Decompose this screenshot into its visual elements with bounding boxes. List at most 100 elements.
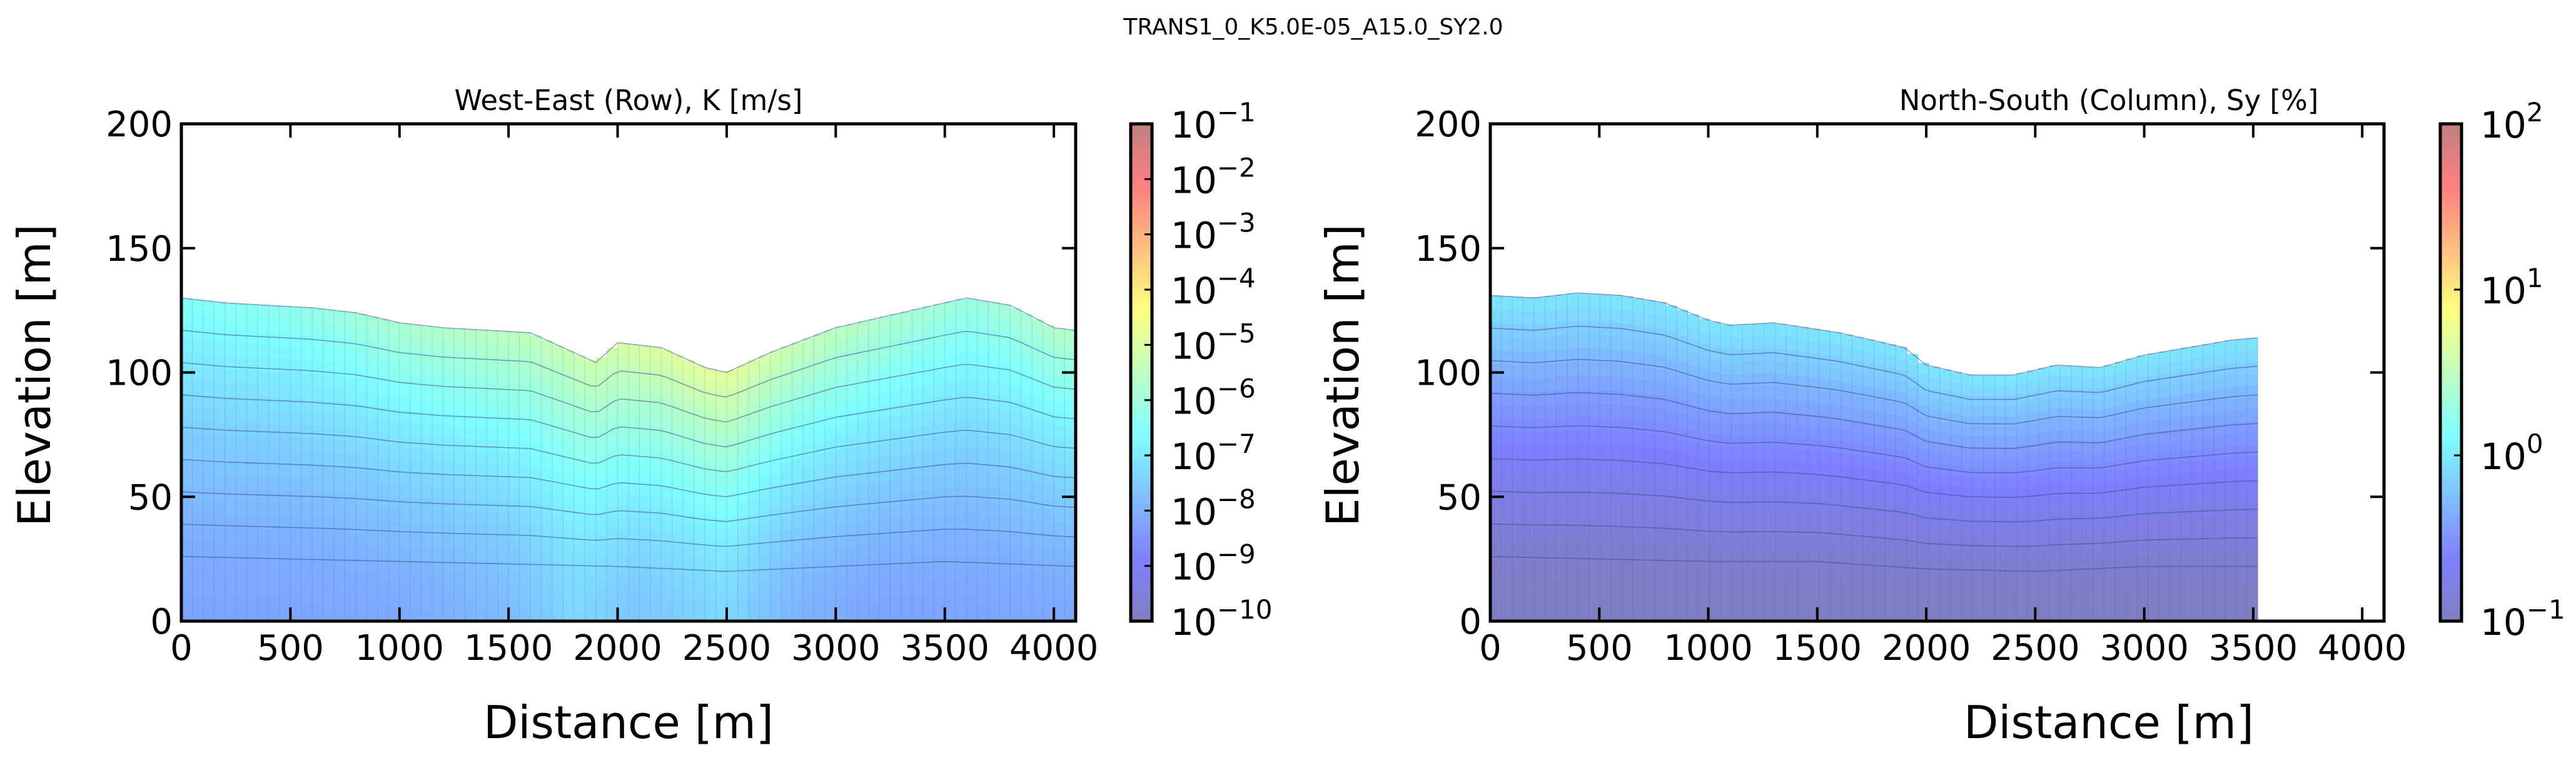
heatmap-cell [2016, 507, 2028, 519]
heatmap-cell [2235, 362, 2247, 375]
heatmap-cell [988, 568, 1000, 582]
heatmap-cell [1610, 580, 1622, 595]
x-tick-label: 1000 [1664, 628, 1753, 669]
heatmap-cell [181, 567, 193, 582]
heatmap-cell [2005, 385, 2017, 396]
heatmap-cell [2148, 476, 2159, 488]
heatmap-cell [2082, 398, 2094, 410]
heatmap-cell [214, 607, 226, 622]
heatmap-cell [639, 380, 651, 392]
heatmap-cell [1622, 391, 1634, 405]
heatmap-cell [2203, 471, 2215, 484]
heatmap-cell [443, 547, 455, 560]
heatmap-cell [836, 510, 847, 524]
heatmap-cell [1764, 348, 1776, 361]
heatmap-cell [748, 447, 760, 458]
heatmap-cell [715, 600, 727, 611]
heatmap-cell [1064, 512, 1076, 525]
heatmap-cell [203, 341, 215, 355]
heatmap-cell [1589, 389, 1600, 403]
heatmap-cell [2225, 585, 2236, 599]
heatmap-cell [1054, 547, 1066, 561]
heatmap-cell [1644, 580, 1655, 595]
heatmap-cell [966, 607, 978, 622]
heatmap-cell [290, 529, 302, 544]
heatmap-cell [748, 479, 760, 491]
heatmap-cell [497, 355, 509, 368]
heatmap-cell [824, 330, 836, 343]
heatmap-cell [1534, 459, 1546, 474]
heatmap-cell [1032, 319, 1044, 333]
heatmap-cell [421, 461, 433, 474]
heatmap-cell [2148, 420, 2159, 432]
heatmap-cell [2169, 564, 2181, 577]
heatmap-cell [2027, 506, 2039, 517]
heatmap-cells [181, 298, 1076, 622]
heatmap-cell [279, 424, 291, 438]
heatmap-cell [1808, 377, 1820, 390]
heatmap-cell [595, 390, 607, 402]
heatmap-cell [1490, 580, 1502, 595]
heatmap-cell [846, 423, 858, 436]
heatmap-cell [792, 447, 804, 459]
heatmap-cell [1917, 427, 1929, 438]
heatmap-cell [1032, 482, 1044, 496]
heatmap-cell [934, 383, 946, 397]
heatmap-cell [290, 437, 302, 452]
heatmap-cell [1983, 436, 1995, 447]
heatmap-cell [487, 452, 498, 464]
heatmap-cell [2148, 398, 2159, 410]
heatmap-cell [1961, 518, 1973, 529]
heatmap-cell [1994, 477, 2006, 489]
heatmap-cell [432, 388, 444, 402]
heatmap-cell [1021, 339, 1033, 353]
heatmap-cell [2071, 408, 2083, 420]
heatmap-cell [1907, 365, 1919, 377]
heatmap-cell [366, 519, 378, 533]
heatmap-cell [497, 572, 509, 585]
heatmap-cell [1545, 553, 1557, 567]
heatmap-cell [2203, 586, 2215, 599]
heatmap-cell [934, 423, 946, 437]
heatmap-cell [192, 300, 204, 314]
heatmap-cell [552, 472, 563, 484]
heatmap-cell [181, 338, 193, 353]
heatmap-cell [836, 412, 847, 425]
heatmap-cell [803, 503, 815, 515]
heatmap-cell [607, 404, 619, 417]
heatmap-cell [366, 456, 378, 470]
heatmap-cell [737, 407, 749, 419]
heatmap-cell [377, 445, 389, 458]
heatmap-cell [2213, 353, 2225, 366]
heatmap-cell [1043, 362, 1054, 375]
heatmap-cell [2159, 418, 2171, 431]
heatmap-cell [748, 555, 760, 567]
heatmap-cell [999, 317, 1011, 332]
heatmap-cell [1556, 594, 1568, 608]
heatmap-cell [1043, 337, 1054, 350]
heatmap-cell [934, 594, 946, 609]
heatmap-cell [1545, 309, 1557, 324]
heatmap-cell [1589, 525, 1600, 540]
heatmap-cell [334, 323, 346, 338]
heatmap-cell [781, 518, 793, 530]
heatmap-cell [345, 415, 356, 428]
heatmap-cell [465, 378, 477, 391]
heatmap-cell [1556, 553, 1568, 567]
heatmap-cell [868, 533, 880, 546]
heatmap-cell [1841, 549, 1852, 562]
heatmap-cell [421, 584, 433, 597]
heatmap-cell [1644, 327, 1655, 341]
heatmap-cell [2235, 527, 2247, 540]
heatmap-cell [792, 458, 804, 471]
heatmap-cell [279, 529, 291, 543]
heatmap-cell [705, 484, 717, 495]
heatmap-cell [421, 522, 433, 535]
heatmap-cell [345, 608, 356, 622]
heatmap-cell [1490, 363, 1502, 378]
heatmap-cell [563, 361, 575, 373]
heatmap-cell [1983, 395, 1995, 407]
heatmap-cell [246, 581, 258, 595]
heatmap-cell [1687, 608, 1699, 622]
heatmap-cell [803, 432, 815, 445]
